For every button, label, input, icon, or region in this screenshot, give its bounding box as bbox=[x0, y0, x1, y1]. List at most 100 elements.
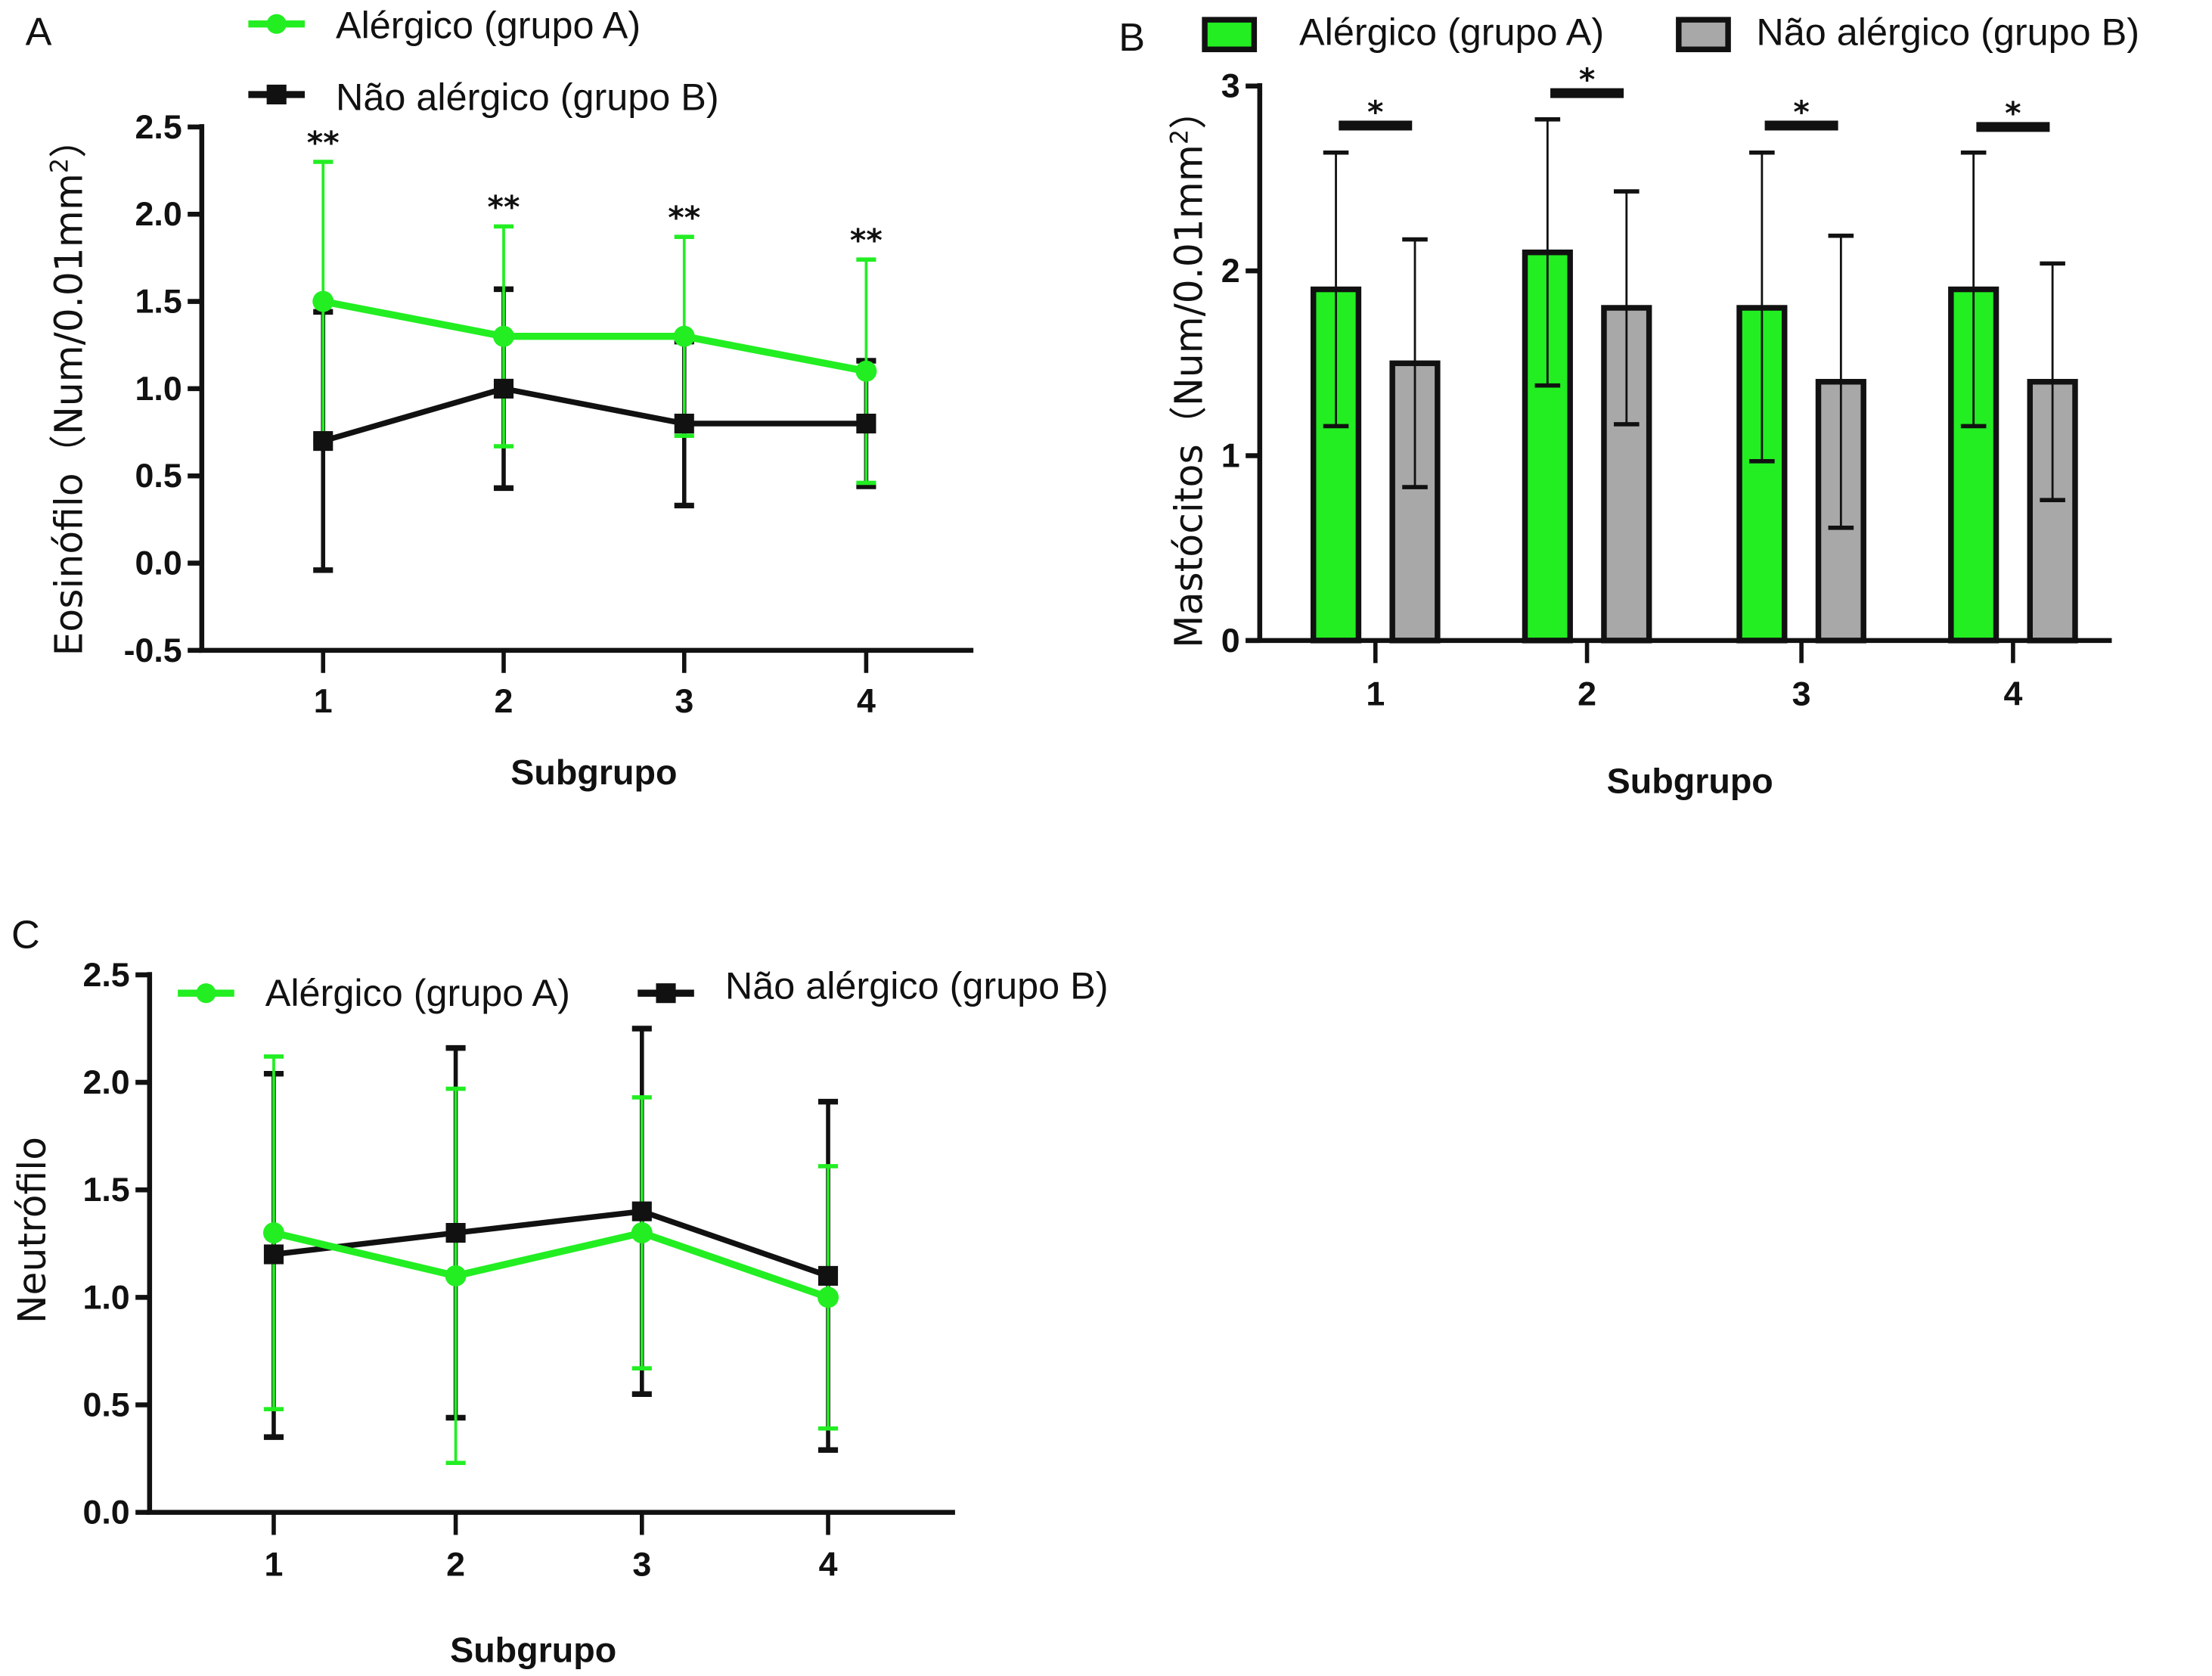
x-tick-label: 4 bbox=[819, 1546, 838, 1584]
legend-label-allergic: Alérgico (grupo A) bbox=[336, 3, 641, 46]
x-tick-label: 3 bbox=[1792, 675, 1811, 713]
significance-marker: ** bbox=[850, 222, 883, 259]
x-tick-label: 3 bbox=[675, 682, 693, 720]
data-point-square bbox=[817, 1265, 839, 1286]
y-tick-label: 0.0 bbox=[135, 544, 181, 582]
data-point-square bbox=[856, 413, 876, 434]
panel-c-y-ticks: 0.0 0.5 1.0 1.5 2.0 2.5 bbox=[82, 956, 150, 1532]
panel-b-y-ticks: 0 1 2 3 bbox=[1221, 67, 1260, 660]
panel-a-x-ticks: 1 2 3 4 bbox=[314, 650, 876, 720]
legend-circle-marker-icon bbox=[266, 14, 287, 34]
panel-c-x-title: Subgrupo bbox=[450, 1630, 616, 1669]
panel-a-y-title-end: ） bbox=[46, 120, 91, 158]
significance-marker: * bbox=[1367, 94, 1383, 130]
data-point-circle bbox=[855, 360, 877, 382]
x-tick-label: 1 bbox=[314, 682, 333, 720]
series-line-allergic bbox=[322, 297, 867, 375]
x-tick-label: 1 bbox=[265, 1546, 284, 1584]
data-point-square bbox=[263, 1244, 284, 1265]
legend-square-marker-icon bbox=[266, 84, 287, 105]
data-point-square bbox=[493, 378, 514, 399]
data-point-square bbox=[674, 413, 694, 434]
panel-b-x-title: Subgrupo bbox=[1607, 761, 1773, 800]
panel-c-x-ticks: 1 2 3 4 bbox=[265, 1512, 838, 1584]
y-tick-label: 2.0 bbox=[82, 1063, 129, 1101]
x-tick-label: 3 bbox=[632, 1546, 651, 1584]
series-line-non-allergic bbox=[273, 1208, 830, 1279]
panel-c-neutrophil-chart: C Alérgico (grupo A) Não alérgico (grupo… bbox=[10, 913, 1109, 1669]
y-tick-label: 1.0 bbox=[135, 370, 181, 408]
legend-item-non-allergic: Não alérgico (grupo B) bbox=[1676, 11, 2139, 54]
y-tick-label: 3 bbox=[1221, 67, 1240, 105]
panel-c-y-title: Neutrófilo bbox=[10, 1137, 54, 1324]
panel-c-y-title-main: Neutrófilo bbox=[10, 1137, 54, 1324]
panel-a-y-title: Eosinófilo（Num/0.01mm2） bbox=[46, 120, 91, 656]
panel-a-marks: ** ** ** ** bbox=[307, 125, 883, 573]
data-point-square bbox=[445, 1223, 466, 1243]
legend-swatch-gray-icon bbox=[1676, 17, 1731, 53]
x-tick-label: 2 bbox=[446, 1546, 465, 1584]
panel-b-mast-cell-chart: B Alérgico (grupo A) Não alérgico (grupo… bbox=[1118, 11, 2139, 801]
significance-marker: ** bbox=[307, 125, 340, 161]
panel-a-y-title-sup: 2 bbox=[47, 158, 74, 173]
y-tick-label: 2.5 bbox=[82, 956, 129, 994]
legend-item-allergic: Alérgico (grupo A) bbox=[248, 3, 641, 46]
legend-swatch-green-icon bbox=[1202, 17, 1258, 53]
panel-a-legend: Alérgico (grupo A) Não alérgico (grupo B… bbox=[248, 3, 719, 118]
y-tick-label: 0.5 bbox=[135, 457, 181, 495]
y-tick-label: 0.0 bbox=[82, 1494, 129, 1532]
panel-a-x-title: Subgrupo bbox=[510, 753, 677, 792]
legend-label-allergic: Alérgico (grupo A) bbox=[1299, 11, 1604, 54]
panel-a-y-ticks: -0.5 0.0 0.5 1.0 1.5 2.0 2.5 bbox=[124, 108, 202, 669]
significance-marker: * bbox=[1793, 94, 1809, 130]
x-tick-label: 4 bbox=[2003, 675, 2022, 713]
legend-label-non-allergic: Não alérgico (grupo B) bbox=[725, 964, 1109, 1007]
panel-a-letter: A bbox=[26, 11, 52, 54]
y-tick-label: 1.5 bbox=[135, 282, 181, 320]
legend-label-non-allergic: Não alérgico (grupo B) bbox=[336, 75, 719, 118]
data-point-circle bbox=[493, 325, 514, 347]
x-tick-label: 2 bbox=[1578, 675, 1596, 713]
x-tick-label: 1 bbox=[1366, 675, 1385, 713]
data-point-square bbox=[631, 1201, 652, 1221]
data-point-square bbox=[313, 431, 334, 452]
series-line-allergic bbox=[272, 1229, 830, 1301]
legend-circle-marker-icon bbox=[196, 983, 216, 1004]
legend-item-non-allergic: Não alérgico (grupo B) bbox=[248, 75, 719, 118]
significance-marker: * bbox=[1579, 61, 1595, 98]
y-tick-label: 1.0 bbox=[82, 1278, 129, 1316]
x-tick-label: 4 bbox=[857, 682, 876, 720]
y-tick-label: 2.5 bbox=[135, 108, 181, 146]
panel-b-x-ticks: 1 2 3 4 bbox=[1366, 640, 2022, 713]
y-tick-label: 0.5 bbox=[82, 1386, 129, 1423]
data-point-circle bbox=[631, 1222, 653, 1244]
panel-c-letter: C bbox=[11, 913, 40, 957]
legend-item-allergic: Alérgico (grupo A) bbox=[178, 971, 570, 1014]
legend-item-non-allergic: Não alérgico (grupo B) bbox=[638, 964, 1109, 1007]
y-tick-label: 1.5 bbox=[82, 1171, 129, 1209]
panel-b-legend: Alérgico (grupo A) Não alérgico (grupo B… bbox=[1202, 11, 2139, 54]
panel-c-marks bbox=[262, 1026, 839, 1466]
y-tick-label: 2.0 bbox=[135, 195, 181, 233]
panel-b-letter: B bbox=[1118, 16, 1145, 60]
data-point-circle bbox=[312, 290, 334, 312]
legend-label-allergic: Alérgico (grupo A) bbox=[265, 971, 570, 1014]
legend-item-allergic: Alérgico (grupo A) bbox=[1202, 11, 1604, 54]
y-tick-label: -0.5 bbox=[124, 632, 182, 669]
significance-marker: ** bbox=[668, 200, 700, 236]
y-tick-label: 0 bbox=[1221, 622, 1240, 660]
panel-a-y-title-main: Eosinófilo（Num/0.01mm bbox=[46, 173, 91, 656]
panel-b-marks: * * * * bbox=[1310, 61, 2078, 644]
panel-a-eosinophil-chart: A Alérgico (grupo A) Não alérgico (grupo… bbox=[26, 3, 974, 792]
panel-b-y-title-end: ） bbox=[1166, 92, 1211, 129]
data-point-circle bbox=[262, 1222, 284, 1244]
legend-square-marker-icon bbox=[656, 983, 676, 1004]
y-tick-label: 1 bbox=[1221, 436, 1240, 474]
data-point-circle bbox=[445, 1265, 467, 1286]
panel-b-y-title-sup: 2 bbox=[1167, 129, 1194, 144]
legend-label-non-allergic: Não alérgico (grupo B) bbox=[1756, 11, 2139, 54]
series-line-non-allergic bbox=[322, 386, 867, 444]
significance-marker: ** bbox=[488, 189, 520, 225]
y-tick-label: 2 bbox=[1221, 252, 1240, 290]
